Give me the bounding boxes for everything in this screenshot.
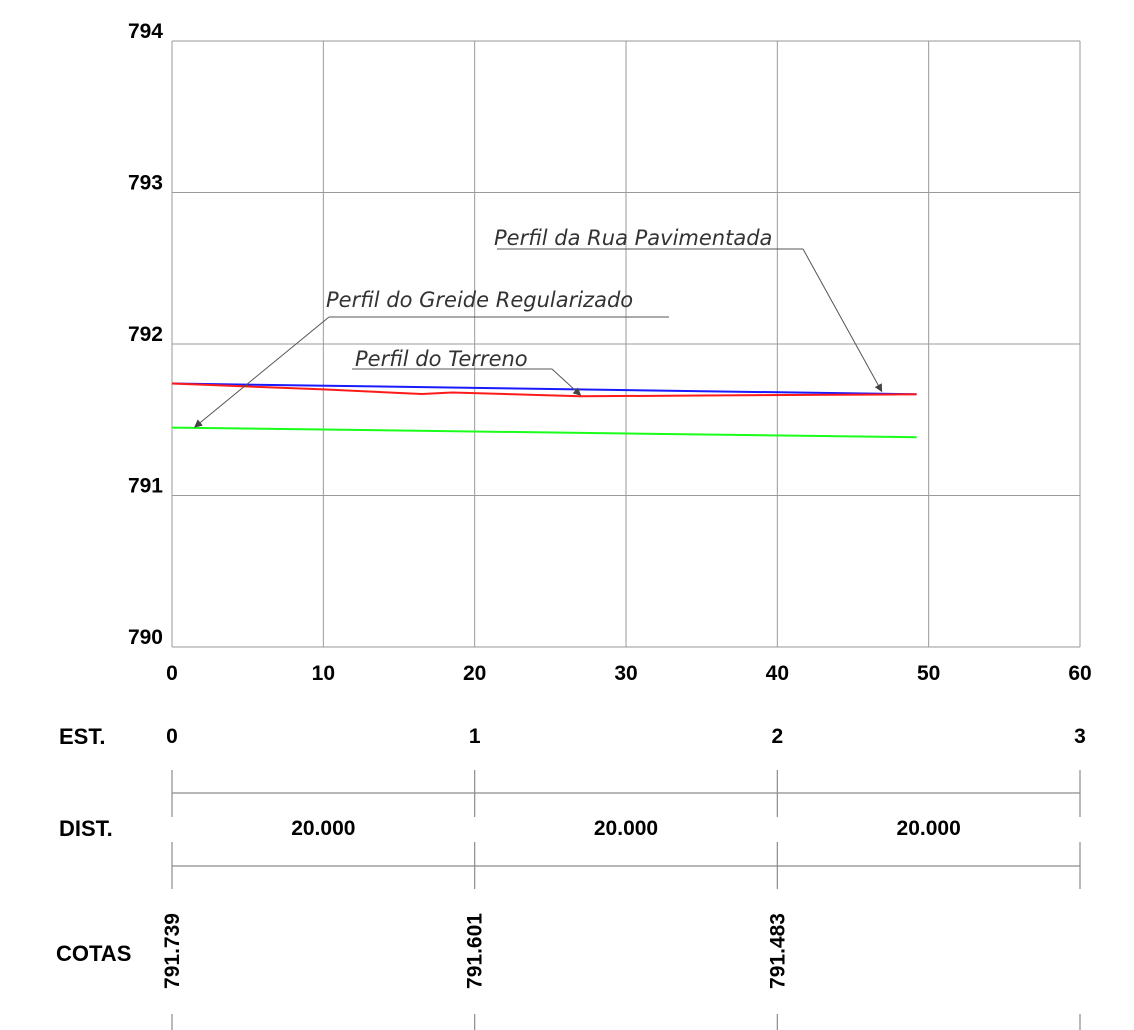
annotation-label: Perfil do Terreno	[355, 347, 528, 371]
station-label: 3	[1074, 725, 1086, 748]
x-tick-label: 30	[614, 662, 637, 685]
cota-value: 791.601	[464, 913, 487, 989]
distance-value: 20.000	[897, 817, 961, 840]
cota-value: 791.739	[161, 913, 184, 989]
x-tick-label: 50	[917, 662, 940, 685]
distance-value: 20.000	[291, 817, 355, 840]
annotation-leader-arrow	[802, 248, 883, 393]
y-tick-label: 793	[128, 172, 163, 195]
distance-value: 20.000	[594, 817, 658, 840]
y-tick-label: 792	[128, 323, 163, 346]
y-tick-label: 794	[128, 20, 163, 43]
x-tick-label: 10	[312, 662, 335, 685]
y-tick-label: 790	[128, 626, 163, 649]
row-label-dist: DIST.	[59, 816, 113, 841]
series-line-perfil-do-greide-regularizado	[171, 426, 917, 439]
cota-value: 791.483	[766, 913, 789, 989]
x-tick-label: 40	[766, 662, 789, 685]
x-tick-label: 0	[166, 662, 178, 685]
x-tick-label: 60	[1068, 662, 1091, 685]
y-tick-label: 791	[128, 475, 163, 498]
row-label-est: EST.	[59, 724, 105, 749]
station-label: 2	[771, 725, 783, 748]
station-label: 0	[166, 725, 178, 748]
station-label: 1	[469, 725, 481, 748]
annotation-leader-arrow	[194, 316, 330, 428]
series-line-perfil-do-terreno	[171, 382, 917, 398]
annotation-label: Perfil do Greide Regularizado	[326, 288, 633, 312]
annotation-leader-arrow	[551, 368, 582, 396]
series-line-perfil-da-rua-pavimentada	[171, 382, 917, 396]
annotation-label: Perfil da Rua Pavimentada	[494, 226, 772, 250]
x-tick-label: 20	[463, 662, 486, 685]
row-label-cotas: COTAS	[56, 941, 131, 966]
